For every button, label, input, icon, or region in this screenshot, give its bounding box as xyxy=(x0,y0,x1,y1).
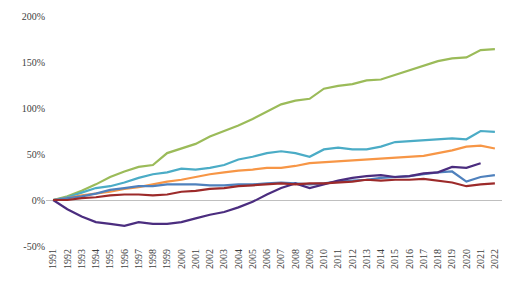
svg-text:2014: 2014 xyxy=(375,249,386,269)
svg-text:2004: 2004 xyxy=(233,249,244,269)
svg-text:2021: 2021 xyxy=(475,249,486,269)
svg-text:2010: 2010 xyxy=(318,249,329,269)
svg-text:2015: 2015 xyxy=(389,249,400,269)
svg-text:2022: 2022 xyxy=(489,249,500,269)
svg-text:2000: 2000 xyxy=(176,249,187,269)
svg-text:1991: 1991 xyxy=(47,249,58,269)
svg-text:200%: 200% xyxy=(22,11,45,22)
svg-text:100%: 100% xyxy=(22,103,45,114)
svg-text:2007: 2007 xyxy=(275,249,286,269)
svg-text:1995: 1995 xyxy=(104,249,115,269)
svg-text:1994: 1994 xyxy=(90,249,101,269)
svg-text:2020: 2020 xyxy=(461,249,472,269)
svg-text:1992: 1992 xyxy=(62,249,73,269)
svg-text:0%: 0% xyxy=(32,195,45,206)
svg-text:2005: 2005 xyxy=(247,249,258,269)
svg-text:2019: 2019 xyxy=(446,249,457,269)
svg-text:-50%: -50% xyxy=(23,241,45,252)
svg-text:2011: 2011 xyxy=(332,249,343,269)
svg-text:1999: 1999 xyxy=(161,249,172,269)
svg-text:2018: 2018 xyxy=(432,249,443,269)
svg-text:2012: 2012 xyxy=(347,249,358,269)
svg-text:2002: 2002 xyxy=(204,249,215,269)
svg-text:2008: 2008 xyxy=(290,249,301,269)
svg-text:2001: 2001 xyxy=(190,249,201,269)
svg-text:1993: 1993 xyxy=(76,249,87,269)
svg-text:2006: 2006 xyxy=(261,249,272,269)
svg-text:50%: 50% xyxy=(27,149,45,160)
svg-text:2009: 2009 xyxy=(304,249,315,269)
svg-text:1998: 1998 xyxy=(147,249,158,269)
svg-text:1997: 1997 xyxy=(133,249,144,269)
svg-text:2017: 2017 xyxy=(418,249,429,269)
svg-text:2013: 2013 xyxy=(361,249,372,269)
svg-text:150%: 150% xyxy=(22,57,45,68)
svg-text:1996: 1996 xyxy=(119,249,130,269)
svg-text:2016: 2016 xyxy=(404,249,415,269)
svg-text:2003: 2003 xyxy=(218,249,229,269)
